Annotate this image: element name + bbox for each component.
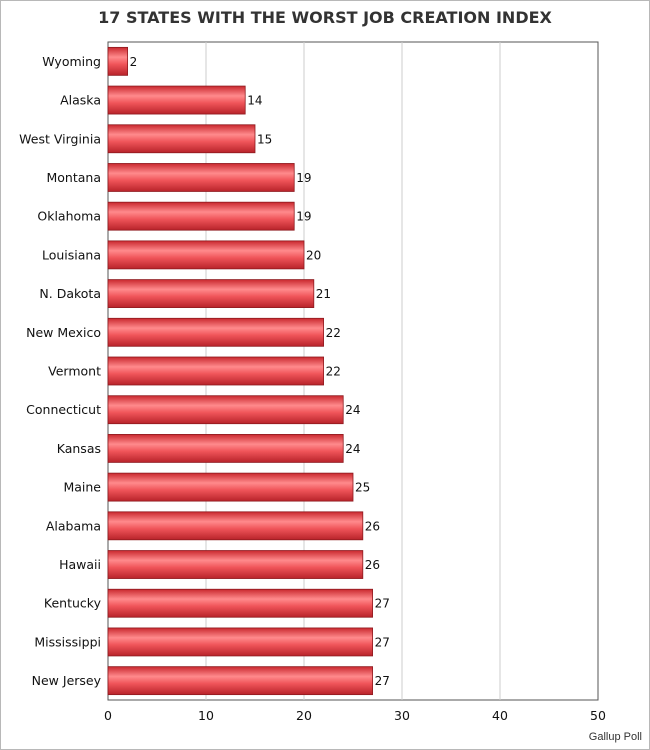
bar xyxy=(107,240,305,270)
value-label: 27 xyxy=(375,597,390,611)
category-label: Kansas xyxy=(57,441,101,456)
category-label: Maine xyxy=(63,480,101,495)
value-label: 26 xyxy=(365,558,380,572)
bar xyxy=(107,511,364,541)
category-label: Hawaii xyxy=(59,557,101,572)
value-label: 19 xyxy=(296,210,311,224)
bar xyxy=(107,279,315,308)
bar xyxy=(107,666,374,696)
bar xyxy=(107,550,364,579)
category-label: Vermont xyxy=(48,364,101,379)
value-label: 24 xyxy=(345,442,360,456)
value-label: 27 xyxy=(375,674,390,688)
category-label: Mississippi xyxy=(34,634,101,649)
category-label: West Virginia xyxy=(19,131,101,146)
category-label: Alabama xyxy=(46,518,101,533)
category-label: Wyoming xyxy=(42,54,101,69)
bar xyxy=(107,124,256,154)
value-label: 25 xyxy=(355,481,370,495)
category-label: Montana xyxy=(47,170,102,185)
bar xyxy=(107,356,325,386)
x-tick-label: 10 xyxy=(198,708,214,723)
bar xyxy=(107,588,374,618)
bar xyxy=(107,201,295,231)
bar xyxy=(107,46,129,76)
x-tick-label: 20 xyxy=(296,708,312,723)
category-label: N. Dakota xyxy=(39,286,101,301)
bar xyxy=(107,163,295,192)
chart-title: 17 STATES WITH THE WORST JOB CREATION IN… xyxy=(98,8,552,27)
bar xyxy=(107,85,246,115)
category-label: Oklahoma xyxy=(37,209,101,224)
bar xyxy=(107,627,374,657)
value-label: 22 xyxy=(326,326,341,340)
bar xyxy=(107,472,354,502)
x-tick-label: 50 xyxy=(590,708,606,723)
value-label: 22 xyxy=(326,365,341,379)
value-label: 26 xyxy=(365,519,380,533)
category-label: Kentucky xyxy=(44,596,102,611)
bar xyxy=(107,395,344,425)
bar xyxy=(107,434,344,463)
source-note: Gallup Poll xyxy=(588,731,642,743)
value-label: 24 xyxy=(345,403,360,417)
value-label: 19 xyxy=(296,171,311,185)
value-label: 15 xyxy=(257,132,272,146)
value-label: 14 xyxy=(247,94,262,108)
x-tick-label: 30 xyxy=(394,708,410,723)
value-label: 27 xyxy=(375,635,390,649)
value-label: 2 xyxy=(130,55,138,69)
x-tick-label: 0 xyxy=(104,708,112,723)
category-label: New Mexico xyxy=(26,325,101,340)
x-tick-label: 40 xyxy=(492,708,508,723)
category-label: New Jersey xyxy=(32,673,102,688)
value-label: 20 xyxy=(306,248,321,262)
bar xyxy=(107,317,325,347)
category-label: Alaska xyxy=(60,93,101,108)
category-label: Connecticut xyxy=(26,402,101,417)
value-label: 21 xyxy=(316,287,331,301)
category-label: Louisiana xyxy=(42,247,101,262)
